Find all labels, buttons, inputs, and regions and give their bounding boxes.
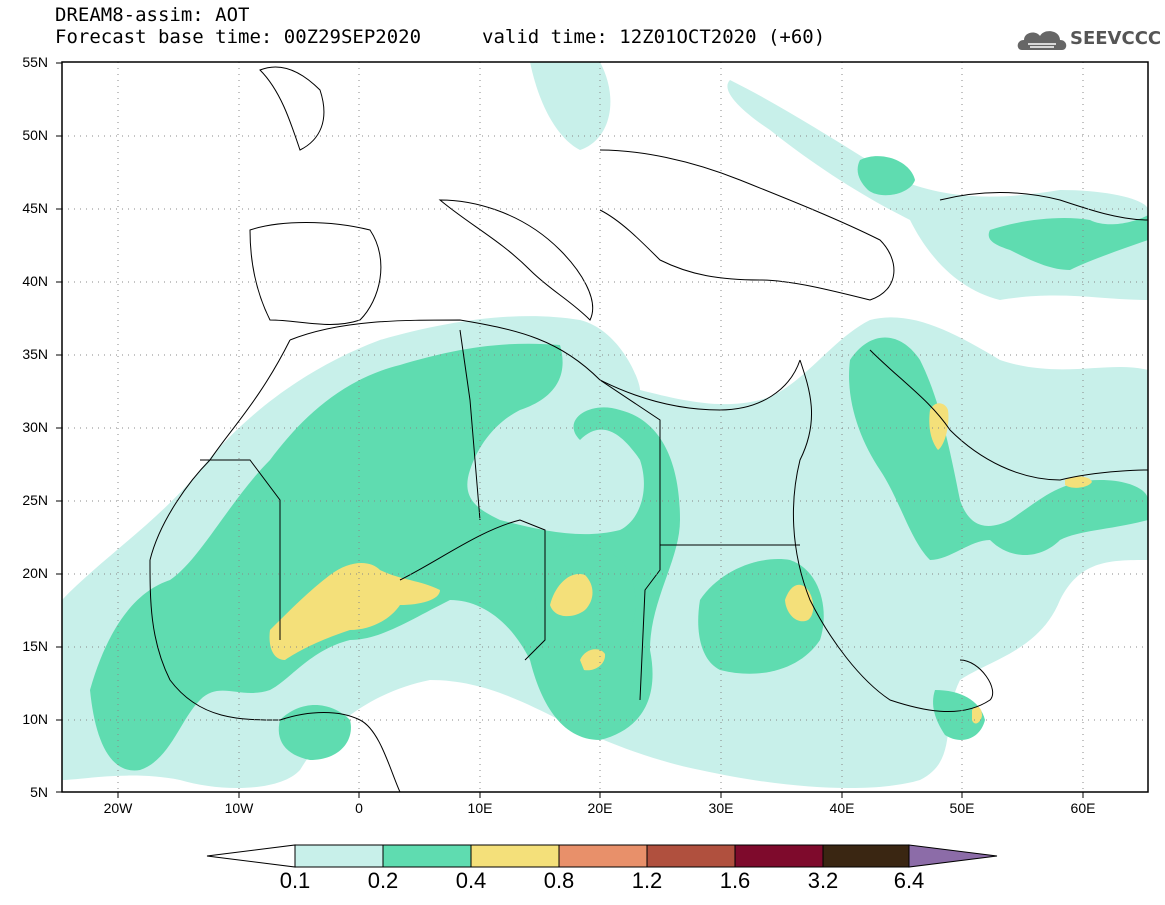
map-title: DREAM8-assim: AOT: [55, 4, 250, 26]
colorbar-label: 6.4: [893, 868, 925, 893]
valid-time: valid time: 12Z01OCT2020 (+60): [482, 26, 826, 48]
colorbar-segment-2: [382, 844, 472, 868]
lat-tick-label: 40N: [22, 273, 48, 289]
colorbar-label: 0.8: [543, 868, 575, 893]
colorbar-label: 0.2: [367, 868, 399, 893]
logo-text: SEEVCCC: [1070, 28, 1162, 49]
colorbar-segment-5: [646, 844, 736, 868]
lat-tick-label: 30N: [22, 419, 48, 435]
colorbar-label: 1.2: [631, 868, 663, 893]
lat-tick-label: 20N: [22, 565, 48, 581]
cloud-logo-icon: [1017, 31, 1067, 50]
aot-level-0.4: [269, 403, 1092, 724]
colorbar-segment-1: [294, 844, 384, 868]
colorbar-segment-7: [822, 844, 910, 868]
forecast-base-time: Forecast base time: 00Z29SEP2020: [55, 26, 422, 48]
colorbar-low-arrow: [206, 844, 296, 868]
lon-tick-label: 10W: [224, 800, 254, 816]
coastlines: [149, 66, 1148, 792]
colorbar: [206, 844, 998, 868]
lon-tick-label: 60E: [1070, 800, 1096, 816]
lon-tick-label: 30E: [708, 800, 734, 816]
lat-tick-label: 10N: [22, 711, 48, 727]
colorbar-label: 3.2: [807, 868, 839, 893]
colorbar-label: 0.4: [455, 868, 487, 893]
aot-contours: [62, 62, 1148, 789]
colorbar-segment-3: [470, 844, 560, 868]
lat-tick-label: 50N: [22, 127, 48, 143]
lon-tick-label: 50E: [949, 800, 975, 816]
lat-tick-label: 55N: [22, 54, 48, 70]
colorbar-segment-6: [734, 844, 824, 868]
lat-tick-label: 25N: [22, 492, 48, 508]
lat-tick-label: 15N: [22, 638, 48, 654]
lon-tick-label: 20W: [103, 800, 133, 816]
lon-tick-label: 20E: [587, 800, 613, 816]
colorbar-segment-4: [558, 844, 648, 868]
map-frame: [61, 61, 1149, 793]
graticule: [62, 62, 1148, 792]
colorbar-label: 1.6: [719, 868, 751, 893]
colorbar-high-arrow: [908, 844, 998, 868]
lat-tick-label: 45N: [22, 200, 48, 216]
colorbar-label: 0.1: [279, 868, 311, 893]
lat-tick-label: 5N: [30, 784, 48, 800]
lon-tick-label: 0: [355, 800, 363, 816]
lat-tick-label: 35N: [22, 346, 48, 362]
aot-level-0.2: [90, 156, 1148, 771]
lon-tick-label: 40E: [829, 800, 855, 816]
lon-tick-label: 10E: [467, 800, 493, 816]
tick-marks: [56, 62, 1084, 798]
